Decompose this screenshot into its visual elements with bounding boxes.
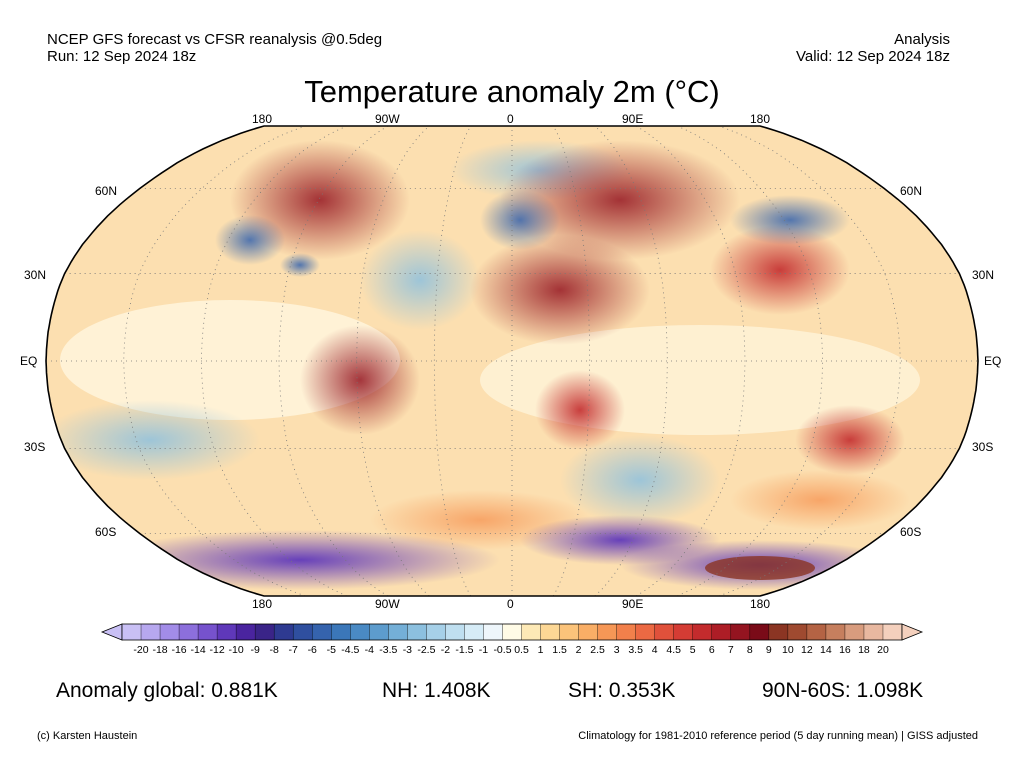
footer-climatology-note: Climatology for 1981-2010 reference peri… bbox=[578, 730, 978, 742]
lon-label-bottom-180e: 180 bbox=[750, 597, 771, 611]
colorbar-tick-label: 6 bbox=[708, 644, 715, 656]
footer-copyright: (c) Karsten Haustein bbox=[37, 730, 138, 742]
lat-label-left-60s: 60S bbox=[95, 525, 117, 539]
colorbar-tick-label: 5 bbox=[689, 644, 696, 656]
colorbar-tick-label: -5 bbox=[326, 644, 336, 656]
colorbar-tick-label: -6 bbox=[307, 644, 317, 656]
lat-label-left-60n: 60N bbox=[95, 184, 118, 198]
colorbar-tick-label: 3.5 bbox=[628, 644, 643, 656]
colorbar-tick-label: -0.5 bbox=[493, 644, 512, 656]
lat-label-right-60s: 60S bbox=[900, 525, 922, 539]
colorbar-tick-label: 3 bbox=[613, 644, 620, 656]
meridian-line bbox=[200, 126, 347, 596]
colorbar-tick-label: -4 bbox=[364, 644, 374, 656]
lat-label-left-30n: 30N bbox=[24, 268, 47, 282]
colorbar-tick-label: 4 bbox=[651, 644, 658, 656]
lon-label-top-90w: 90W bbox=[375, 112, 400, 126]
lon-label-top-90e: 90E bbox=[622, 112, 644, 126]
colorbar-tick-label: 1.5 bbox=[552, 644, 567, 656]
lon-label-bottom-180w: 180 bbox=[252, 597, 273, 611]
colorbar-tick-label: 8 bbox=[746, 644, 753, 656]
lat-label-left-30s: 30S bbox=[24, 440, 46, 454]
colorbar-tick-label: 10 bbox=[782, 644, 794, 656]
colorbar-tick-label: -12 bbox=[209, 644, 225, 656]
meridian-line bbox=[278, 126, 389, 596]
colorbar-tick-label: -18 bbox=[152, 644, 168, 656]
anomaly-field bbox=[46, 126, 978, 596]
header-model-info: NCEP GFS forecast vs CFSR reanalysis @0.… bbox=[47, 31, 383, 48]
lon-label-bottom-90w: 90W bbox=[375, 597, 400, 611]
header-run-time: Run: 12 Sep 2024 18z bbox=[47, 48, 197, 65]
lon-label-bottom-90e: 90E bbox=[622, 597, 644, 611]
stat-nh-anomaly: NH: 1.408K bbox=[382, 679, 491, 702]
stat-global-anomaly: Anomaly global: 0.881K bbox=[56, 679, 278, 702]
stat-sh-anomaly: SH: 0.353K bbox=[568, 679, 676, 702]
colorbar-tick-label: 2.5 bbox=[590, 644, 605, 656]
graticule bbox=[46, 126, 978, 596]
colorbar-tick-label: -2.5 bbox=[417, 644, 436, 656]
colorbar-tick-label: 20 bbox=[877, 644, 889, 656]
colorbar-tick-label: 2 bbox=[575, 644, 582, 656]
colorbar-tick-label: -10 bbox=[228, 644, 244, 656]
colorbar-tick-label: -4.5 bbox=[341, 644, 360, 656]
colorbar-tick-label: 4.5 bbox=[666, 644, 681, 656]
colorbar-tick-label: -3.5 bbox=[379, 644, 398, 656]
colorbar-tick-label: 14 bbox=[820, 644, 832, 656]
colorbar-tick-label: -8 bbox=[269, 644, 279, 656]
colorbar-tick-label: -9 bbox=[250, 644, 260, 656]
colorbar-tick-label: -3 bbox=[402, 644, 413, 656]
lat-label-right-60n: 60N bbox=[900, 184, 923, 198]
colorbar-tick-label: 0.5 bbox=[514, 644, 529, 656]
lat-label-right-30n: 30N bbox=[972, 268, 995, 282]
lat-label-right-eq: EQ bbox=[984, 354, 1002, 368]
header-valid-time: Valid: 12 Sep 2024 18z bbox=[795, 48, 950, 65]
lon-label-bottom-0: 0 bbox=[507, 597, 514, 611]
colorbar-tick-label: -14 bbox=[190, 644, 206, 656]
colorbar-tick-label: -7 bbox=[288, 644, 298, 656]
globe-outline bbox=[45, 125, 979, 597]
colorbar-tick-label: 12 bbox=[801, 644, 813, 656]
colorbar-tick-label: -1 bbox=[478, 644, 489, 656]
lon-label-top-0: 0 bbox=[507, 112, 514, 126]
colorbar-tick-label: -16 bbox=[171, 644, 187, 656]
lon-label-top-180e: 180 bbox=[750, 112, 771, 126]
stat-90n-60s-anomaly: 90N-60S: 1.098K bbox=[762, 679, 924, 702]
colorbar-tick-label: -2 bbox=[440, 644, 451, 656]
colorbar-tick-label: 1 bbox=[537, 644, 544, 656]
lat-label-right-30s: 30S bbox=[972, 440, 994, 454]
colorbar-tick-label: -20 bbox=[133, 644, 149, 656]
lat-label-left-eq: EQ bbox=[20, 354, 38, 368]
meridian-line bbox=[356, 126, 430, 596]
colorbar-tick-label: 16 bbox=[839, 644, 851, 656]
meridian-line bbox=[594, 126, 668, 596]
colorbar-tick-label: 7 bbox=[727, 644, 734, 656]
meridian-line bbox=[635, 126, 746, 596]
colorbar-tick-label: 9 bbox=[765, 644, 772, 656]
map-title: Temperature anomaly 2m (°C) bbox=[304, 74, 720, 109]
colorbar-tick-label: 18 bbox=[858, 644, 870, 656]
header-analysis-label: Analysis bbox=[894, 31, 950, 48]
lon-label-top-180w: 180 bbox=[252, 112, 273, 126]
colorbar-tick-label: -1.5 bbox=[455, 644, 474, 656]
